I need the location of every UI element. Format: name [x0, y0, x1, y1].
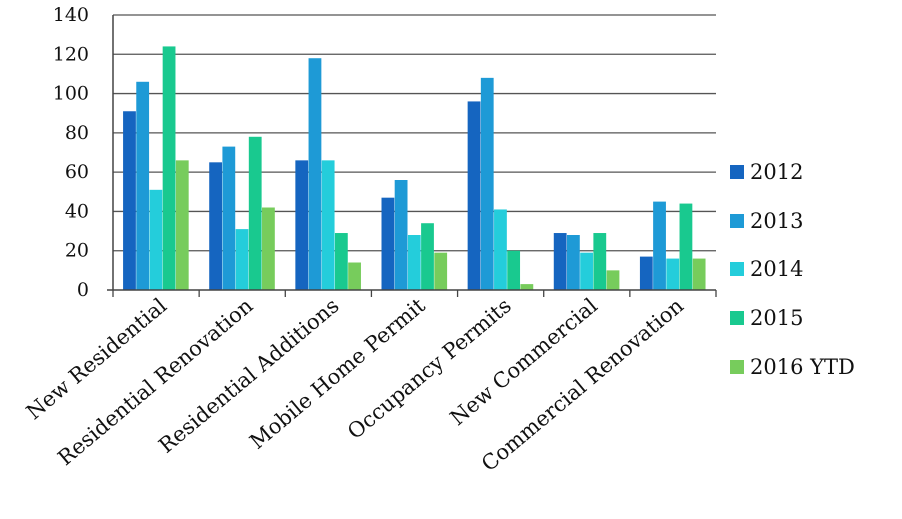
bar [295, 160, 309, 290]
bar [653, 201, 666, 290]
y-tick-label: 60 [65, 161, 89, 183]
legend-item: 2016 YTD [730, 342, 900, 391]
bar [262, 207, 275, 290]
bar [566, 235, 580, 290]
y-axis-ticks: 0 20 40 60 80 100 120 140 [53, 4, 89, 301]
legend-label: 2014 [750, 257, 804, 282]
axes [107, 15, 717, 297]
bar [679, 203, 693, 290]
bar [235, 229, 249, 290]
y-tick-label: 100 [53, 83, 89, 105]
bar [421, 223, 434, 290]
bar [222, 146, 236, 290]
y-tick-label: 80 [65, 122, 89, 144]
bar [639, 256, 653, 290]
legend-item: 2012 [730, 148, 900, 197]
bar [175, 160, 189, 290]
legend-swatch [730, 359, 744, 374]
x-tick-label: Occupancy Permits [343, 293, 516, 444]
gridlines [113, 14, 716, 252]
x-tick-label: Mobile Home Permit [245, 293, 430, 454]
bar [209, 162, 223, 290]
y-tick-label: 40 [65, 200, 89, 222]
bar [606, 270, 620, 290]
bar [467, 101, 481, 290]
bar [123, 111, 136, 290]
bar [308, 58, 322, 290]
legend-item: 2015 [730, 294, 900, 343]
bar [494, 209, 507, 290]
bar [480, 77, 494, 290]
bar [520, 284, 534, 290]
bar [434, 252, 448, 290]
bar [407, 235, 421, 290]
legend-item: 2013 [730, 197, 900, 246]
legend-label: 2015 [750, 306, 804, 331]
legend-label: 2013 [750, 208, 804, 233]
bar [162, 46, 176, 290]
bar [666, 258, 680, 290]
bar [381, 197, 395, 290]
x-tick-label: New Residential [22, 293, 172, 424]
bar [692, 258, 706, 290]
legend-swatch [730, 165, 744, 180]
bar [507, 250, 521, 290]
y-tick-label: 0 [77, 279, 89, 301]
bar [553, 233, 567, 290]
legend-swatch [730, 311, 744, 326]
bar [321, 160, 335, 290]
y-tick-label: 140 [53, 4, 89, 26]
y-tick-label: 120 [53, 43, 89, 65]
x-tick-label: New Commercial [445, 293, 602, 430]
legend-item: 2014 [730, 245, 900, 294]
bar [334, 233, 348, 290]
bars [123, 46, 706, 291]
legend-label: 2016 YTD [750, 354, 855, 379]
bar [136, 81, 150, 291]
bar [593, 233, 607, 290]
legend-swatch [730, 213, 744, 228]
legend-swatch [730, 262, 744, 277]
bar [149, 189, 163, 290]
legend-label: 2012 [750, 160, 804, 185]
bar [248, 136, 262, 290]
y-tick-label: 20 [65, 240, 89, 262]
bar [580, 252, 593, 290]
bar [348, 262, 361, 290]
legend: 2012 2013 2014 2015 2016 YTD [730, 148, 900, 391]
bar [394, 180, 408, 290]
